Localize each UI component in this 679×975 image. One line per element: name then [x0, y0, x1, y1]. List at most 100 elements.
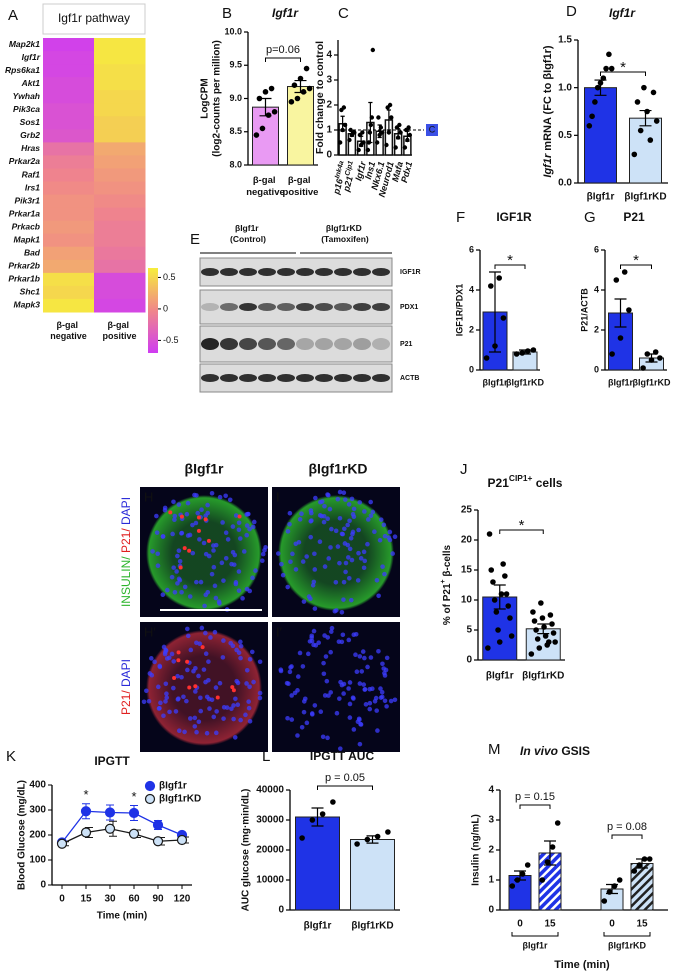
nucleus	[175, 673, 180, 679]
nucleus	[217, 680, 223, 686]
data-point	[589, 113, 595, 120]
data-point	[586, 123, 593, 129]
significance-bracket	[600, 71, 646, 76]
data-point	[657, 355, 663, 361]
nucleus	[328, 545, 333, 550]
nucleus	[334, 710, 340, 716]
nucleus	[335, 496, 341, 502]
nucleus	[387, 529, 393, 535]
nucleus	[392, 534, 398, 540]
y-axis-label: P21/ACTB	[579, 288, 589, 332]
series-marker	[128, 807, 140, 819]
data-point	[606, 51, 612, 58]
heat-cell	[94, 298, 146, 313]
nucleus	[384, 655, 390, 661]
heat-cell	[43, 77, 95, 91]
x-tick-label: βIgf1rKD	[624, 192, 666, 203]
data-point	[393, 145, 398, 150]
blot-band	[315, 374, 333, 382]
data-point	[374, 833, 381, 840]
nucleus	[206, 696, 212, 702]
column-label-line: negative	[50, 331, 87, 341]
annotation: *	[83, 787, 88, 802]
x-tick-label-line: negative	[246, 187, 285, 198]
nucleus	[365, 541, 370, 547]
title-box	[42, 3, 146, 35]
heat-cell	[43, 51, 95, 65]
nucleus	[337, 489, 343, 495]
data-point	[340, 127, 345, 133]
column-label-line: β-gal	[108, 320, 132, 330]
y-tick-label: 20	[461, 535, 473, 546]
y-tick-label: 30000	[256, 815, 284, 826]
data-point	[507, 615, 513, 621]
nucleus	[322, 693, 328, 698]
blot-group-label-line: βIgf1r	[235, 223, 261, 233]
nucleus	[209, 490, 215, 496]
x-tick-label-part: p16	[331, 177, 345, 196]
nucleus	[349, 496, 355, 502]
nucleus	[279, 561, 284, 567]
data-point	[608, 65, 615, 72]
blot-band	[315, 303, 333, 311]
data-point	[498, 591, 505, 597]
nucleus	[190, 550, 196, 556]
y-axis-label: Blood Glucose (mg/dL)	[17, 780, 28, 890]
data-point	[637, 127, 644, 134]
nucleus	[372, 529, 377, 535]
y-tick-label: 2	[488, 845, 494, 856]
y-tick-label: 0.5	[558, 130, 572, 141]
data-point	[303, 65, 310, 72]
data-point	[291, 82, 298, 88]
x-tick-label: 15	[80, 894, 92, 905]
nucleus	[179, 674, 184, 680]
blot-band	[334, 268, 352, 276]
nucleus	[358, 721, 363, 727]
y-tick-label: 4	[326, 50, 332, 61]
data-point	[262, 89, 269, 95]
data-point	[376, 115, 381, 120]
blot-band	[334, 374, 352, 382]
heat-cell	[43, 90, 95, 104]
nucleus	[312, 606, 318, 611]
data-point	[490, 579, 496, 585]
heat-cell	[43, 259, 95, 274]
x-tick-label: βIgf1r	[608, 377, 633, 387]
nucleus	[170, 531, 175, 537]
series-marker	[104, 807, 116, 818]
nucleus	[376, 648, 381, 654]
data-point	[636, 862, 643, 868]
y-axis-label-part: β-cells	[442, 544, 453, 579]
x-tick-label: β-gal positive	[283, 175, 319, 198]
p21-spot	[215, 695, 220, 700]
nucleus	[328, 649, 333, 655]
bar	[295, 816, 340, 911]
nucleus	[250, 575, 255, 581]
data-point	[361, 140, 366, 145]
nucleus	[238, 643, 244, 649]
heat-cell	[43, 233, 95, 248]
p21-spot	[185, 659, 190, 664]
nucleus	[213, 730, 219, 736]
x-tick-label: p16Ink4a	[330, 160, 350, 196]
nucleus	[213, 595, 219, 601]
row-label: Bad	[24, 248, 41, 258]
nucleus	[198, 579, 204, 585]
nucleus	[376, 593, 381, 599]
y-tick-label: 25	[461, 505, 473, 516]
y-tick-label: 6	[469, 244, 474, 254]
y-tick-label: 0	[466, 655, 472, 666]
nucleus	[328, 629, 334, 634]
y-tick-label: 0.0	[558, 178, 572, 189]
p21-spot	[187, 548, 192, 553]
nucleus	[229, 561, 234, 567]
data-point	[531, 618, 538, 624]
nucleus	[347, 546, 353, 552]
blot-band	[372, 303, 390, 311]
heat-cell	[43, 207, 95, 222]
nucleus	[367, 700, 373, 706]
nucleus	[203, 592, 209, 598]
data-point	[513, 351, 520, 357]
nucleus	[295, 688, 300, 693]
nucleus	[216, 599, 222, 604]
